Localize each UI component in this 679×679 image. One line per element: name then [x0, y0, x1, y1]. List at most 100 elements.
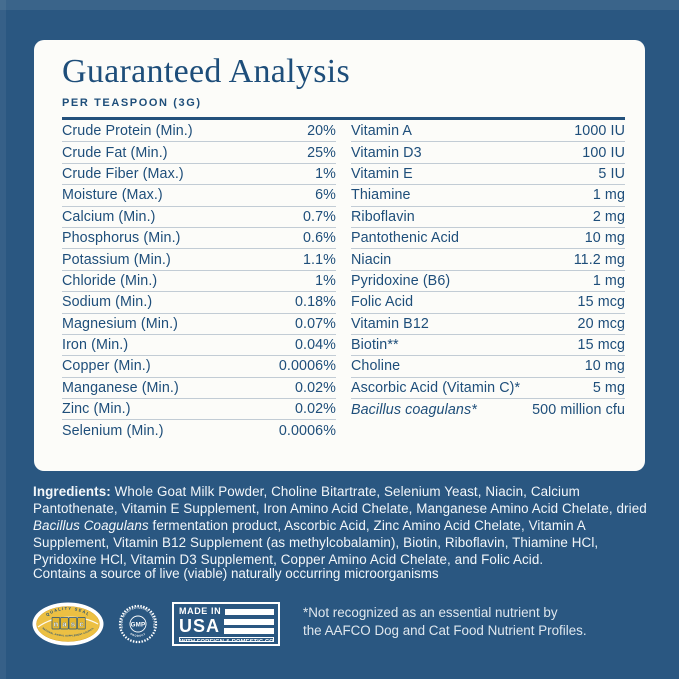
nutrient-label: Folic Acid [351, 294, 414, 311]
nutrient-value: 5 mg [592, 379, 625, 396]
nutrient-value: 1% [315, 272, 336, 289]
usa-label: USA [179, 616, 221, 636]
nutrient-label: Thiamine [351, 187, 411, 204]
package-edge-highlight-left [0, 0, 6, 679]
nutrient-value: 10 mg [584, 230, 625, 247]
footnote-line-1: *Not recognized as an essential nutrient… [303, 605, 558, 620]
certification-badges: QUALITY SEAL n a s c NATIONAL ANIMAL SUP… [32, 598, 280, 650]
nutrient-value: 0.02% [294, 379, 336, 396]
nutrient-label: Copper (Min.) [62, 358, 151, 375]
nasc-letter: s [71, 620, 75, 629]
nutrient-value: 0.0006% [278, 358, 336, 375]
nutrient-label: Manganese (Min.) [62, 379, 179, 396]
table-row: Vitamin A 1000 IU [351, 121, 625, 143]
usa-stripe [224, 627, 274, 634]
nutrient-value: 5 IU [598, 165, 625, 182]
nutrient-value: 0.7% [303, 208, 336, 225]
analysis-table: Crude Protein (Min.) 20% Crude Fat (Min.… [62, 121, 625, 442]
nutrient-label: Moisture (Max.) [62, 187, 163, 204]
nutrient-value: 0.6% [303, 230, 336, 247]
nutrient-label: Magnesium (Min.) [62, 315, 179, 332]
nutrient-label: Riboflavin [351, 208, 415, 225]
nutrient-label: Ascorbic Acid (Vitamin C)* [351, 379, 521, 396]
made-in-usa-badge: MADE IN USA WITH FOREIGN & DOMESTIC COMP… [172, 602, 280, 646]
table-row: Selenium (Min.) 0.0006% [62, 420, 336, 441]
table-row: Choline 10 mg [351, 356, 625, 378]
microorganism-note: Contains a source of live (viable) natur… [33, 566, 439, 581]
ingredients-text-2: fermentation product, Ascorbic Acid, Zin… [33, 518, 599, 567]
nutrient-value: 1% [315, 165, 336, 182]
table-row: Copper (Min.) 0.0006% [62, 356, 336, 378]
table-row: Manganese (Min.) 0.02% [62, 378, 336, 400]
nutrient-value: 6% [315, 187, 336, 204]
table-row: Vitamin B12 20 mcg [351, 314, 625, 335]
gmp-center-text: GMP [131, 621, 146, 628]
nasc-letter-boxes: n a s c [51, 617, 86, 630]
nutrient-value: 500 million cfu [532, 401, 625, 418]
gmp-seal-icon: GOOD MANUFACTURING PRACTICE PRODUCT GMP [118, 604, 158, 644]
nasc-quality-seal-icon: QUALITY SEAL n a s c NATIONAL ANIMAL SUP… [32, 602, 104, 646]
table-row: Bacillus coagulans* 500 million cfu [351, 399, 625, 420]
nutrient-value: 20 mcg [577, 315, 625, 332]
table-row: Riboflavin 2 mg [351, 207, 625, 228]
table-row: Zinc (Min.) 0.02% [62, 399, 336, 421]
table-row: Moisture (Max.) 6% [62, 185, 336, 207]
nutrient-value: 0.0006% [278, 423, 336, 440]
table-row: Sodium (Min.) 0.18% [62, 292, 336, 314]
header-rule [62, 117, 625, 120]
nutrient-value: 20% [307, 123, 336, 140]
table-row: Phosphorus (Min.) 0.6% [62, 228, 336, 250]
nutrient-label: Phosphorus (Min.) [62, 230, 181, 247]
nutrient-value: 0.18% [294, 294, 336, 311]
table-row: Vitamin D3 100 IU [351, 142, 625, 164]
nutrient-value: 1.1% [303, 251, 336, 268]
ingredients-paragraph: Ingredients: Whole Goat Milk Powder, Cho… [33, 483, 649, 568]
nutrient-label: Vitamin D3 [351, 144, 422, 161]
nutrient-label: Crude Protein (Min.) [62, 123, 193, 140]
nutrient-label: Vitamin E [351, 165, 413, 182]
nutrient-value: 0.02% [294, 401, 336, 418]
svg-text:PRODUCT: PRODUCT [130, 632, 147, 638]
nutrient-label: Vitamin A [351, 123, 413, 140]
ingredients-text-1: Whole Goat Milk Powder, Choline Bitartra… [33, 484, 647, 516]
page-title: Guaranteed Analysis [62, 53, 351, 90]
table-row: Crude Fat (Min.) 25% [62, 142, 336, 164]
table-row: Crude Fiber (Max.) 1% [62, 164, 336, 186]
nutrient-value: 1 mg [592, 187, 625, 204]
table-row: Niacin 11.2 mg [351, 249, 625, 271]
nutrient-value: 0.04% [294, 337, 336, 354]
nutrient-label: Chloride (Min.) [62, 272, 158, 289]
nutrient-label: Crude Fat (Min.) [62, 144, 168, 161]
analysis-column-right: Vitamin A 1000 IU Vitamin D3 100 IU Vita… [351, 121, 625, 442]
package-edge-highlight-top [0, 0, 679, 10]
nutrient-value: 0.07% [294, 315, 336, 332]
nutrient-value: 15 mcg [577, 337, 625, 354]
table-row: Vitamin E 5 IU [351, 164, 625, 186]
nutrient-value: 25% [307, 144, 336, 161]
nutrient-label: Potassium (Min.) [62, 251, 171, 268]
usa-stripe [225, 608, 274, 615]
table-row: Potassium (Min.) 1.1% [62, 249, 336, 271]
nutrient-value: 11.2 mg [573, 251, 625, 268]
table-row: Iron (Min.) 0.04% [62, 335, 336, 357]
usa-stripe [224, 618, 274, 625]
nasc-letter: a [62, 620, 67, 629]
ingredients-text-italic: Bacillus Coagulans [33, 518, 149, 533]
table-row: Pyridoxine (B6) 1 mg [351, 271, 625, 293]
nutrient-label: Selenium (Min.) [62, 423, 164, 440]
nasc-letter: c [79, 620, 83, 629]
nutrient-value: 1000 IU [574, 123, 625, 140]
nutrient-label: Biotin** [351, 337, 399, 354]
ingredients-label: Ingredients: [33, 484, 111, 499]
gmp-arc-bottom-text: PRODUCT [130, 632, 146, 638]
nasc-letter: n [54, 620, 59, 629]
usa-components-label: WITH FOREIGN & DOMESTIC COMPONENTS [179, 637, 274, 642]
table-row: Chloride (Min.) 1% [62, 271, 336, 293]
nutrient-label: Zinc (Min.) [62, 401, 131, 418]
nutrient-label: Vitamin B12 [351, 315, 429, 332]
table-row: Magnesium (Min.) 0.07% [62, 314, 336, 335]
nutrient-value: 100 IU [582, 144, 625, 161]
guaranteed-analysis-card: Guaranteed Analysis PER TEASPOON (3G) Cr… [34, 40, 645, 471]
table-row: Ascorbic Acid (Vitamin C)* 5 mg [351, 378, 625, 400]
serving-size-subtitle: PER TEASPOON (3G) [62, 97, 202, 109]
